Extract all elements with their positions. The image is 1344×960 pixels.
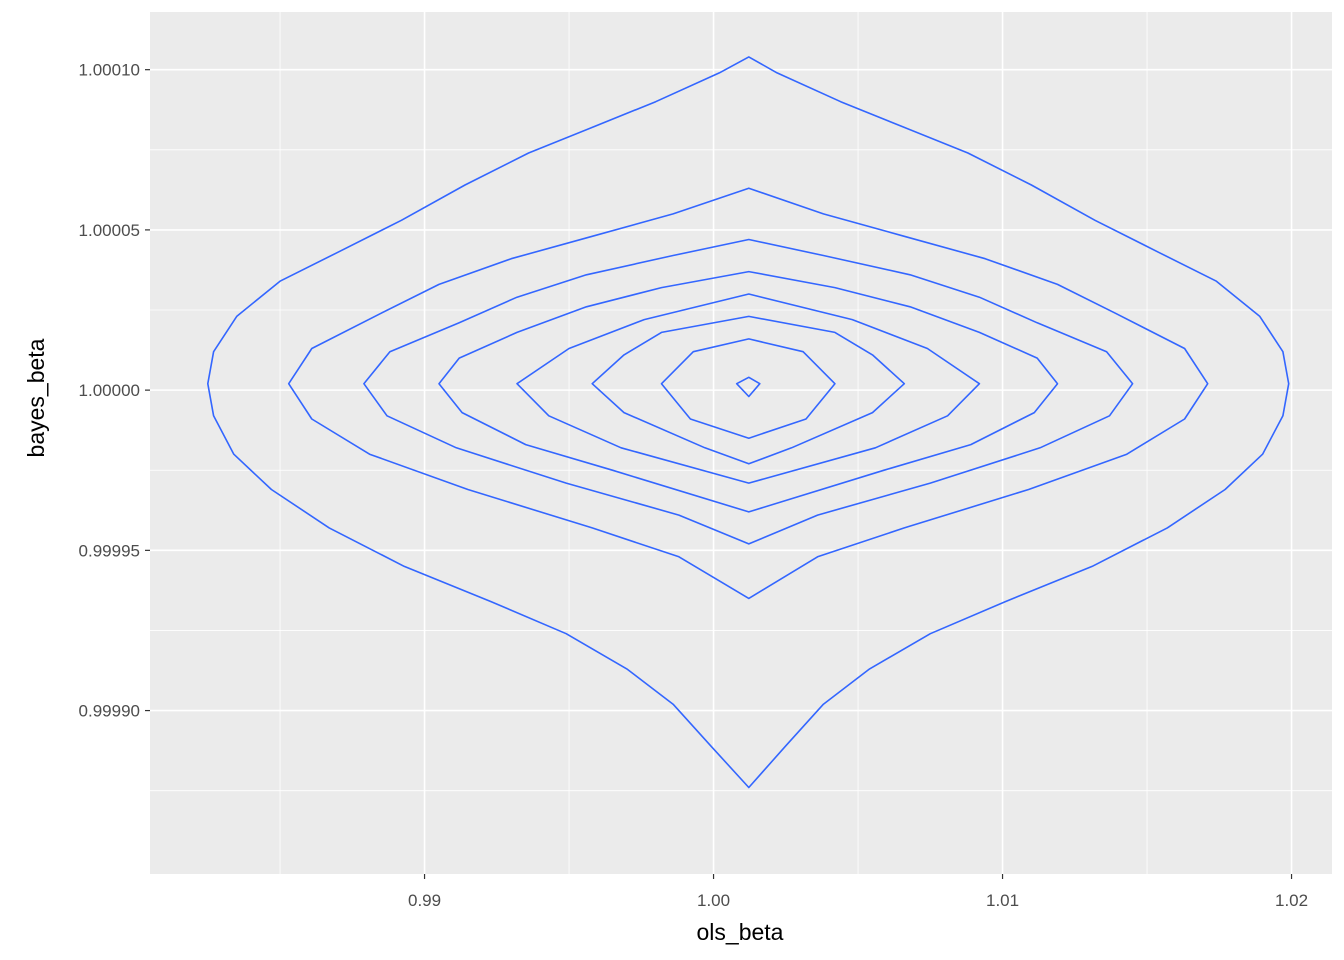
x-axis: 0.99 1.00 1.01 1.02 <box>408 874 1308 910</box>
contour-line-level-4 <box>438 270 1059 513</box>
contour-line-level-8 <box>735 376 761 398</box>
contour-line-level-2 <box>287 187 1209 600</box>
y-tick-label: 1.00000 <box>79 381 140 400</box>
grid-major <box>150 12 1332 874</box>
y-axis: 0.99990 0.99995 1.00000 1.00005 1.00010 <box>79 61 150 721</box>
y-tick-label: 0.99995 <box>79 541 140 560</box>
x-axis-title: ols_beta <box>697 919 784 945</box>
y-axis-title: bayes_beta <box>23 338 49 457</box>
contour-line-level-6 <box>591 315 906 465</box>
x-tick-label: 1.00 <box>697 891 730 910</box>
x-tick-label: 0.99 <box>408 891 441 910</box>
plot-panel <box>150 12 1332 874</box>
y-tick-label: 0.99990 <box>79 702 140 721</box>
contour-lines <box>207 56 1290 789</box>
x-tick-label: 1.01 <box>986 891 1019 910</box>
y-tick-label: 1.00005 <box>79 221 140 240</box>
contour-line-level-7 <box>660 338 836 440</box>
grid-minor <box>150 12 1332 874</box>
contour-line-level-1 <box>207 56 1290 789</box>
x-tick-label: 1.02 <box>1275 891 1308 910</box>
contour-line-level-3 <box>363 238 1134 545</box>
y-tick-label: 1.00010 <box>79 61 140 80</box>
contour-line-level-5 <box>516 293 981 484</box>
